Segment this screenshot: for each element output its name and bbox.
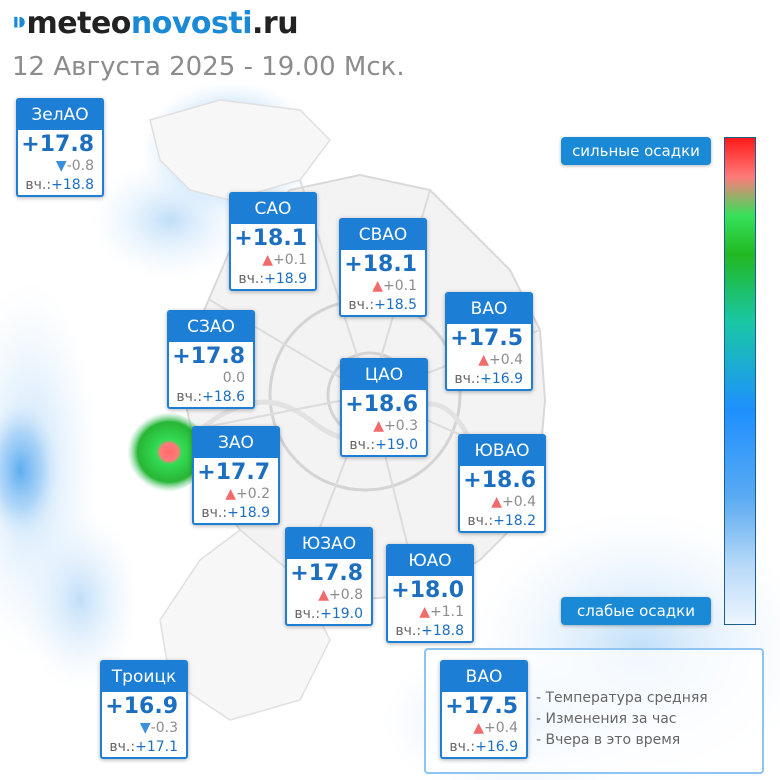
site-logo[interactable]: ⁍meteonovosti.ru bbox=[12, 6, 299, 41]
legend-line-change: - Изменения за час bbox=[536, 711, 677, 727]
arrow-up-icon: ▲ bbox=[491, 494, 502, 510]
district-name: ЮВАО bbox=[460, 436, 544, 466]
hourly-change: ▲+0.3 bbox=[373, 418, 418, 434]
temperature: +18.1 bbox=[344, 252, 417, 277]
legend-line-temperature: - Температура средняя bbox=[536, 690, 708, 706]
temperature: +16.9 bbox=[105, 694, 178, 719]
district-name: ЦАО bbox=[342, 360, 426, 390]
arrow-down-icon: ▼ bbox=[139, 720, 151, 736]
scale-label-light: слабые осадки bbox=[561, 597, 711, 625]
map-timestamp: 12 Августа 2025 - 19.00 Мск. bbox=[12, 52, 405, 82]
temperature: +18.6 bbox=[463, 468, 536, 493]
yesterday-temperature: вч.:+17.1 bbox=[109, 739, 178, 755]
arrow-up-icon: ▲ bbox=[318, 587, 329, 603]
hourly-change: 0.0 bbox=[222, 370, 245, 386]
hourly-change: ▼-0.3 bbox=[139, 720, 178, 736]
temperature: +17.8 bbox=[172, 344, 245, 369]
district-card-troitsk: Троицк +16.9 ▼-0.3 вч.:+17.1 bbox=[100, 660, 188, 759]
temperature: +18.6 bbox=[345, 392, 418, 417]
hourly-change: ▲+0.4 bbox=[491, 494, 536, 510]
scale-label-heavy: сильные осадки bbox=[561, 137, 711, 165]
precipitation-scale-bar bbox=[724, 137, 756, 625]
hourly-change: ▲+1.1 bbox=[419, 604, 464, 620]
yesterday-temperature: вч.:+18.6 bbox=[176, 389, 245, 405]
district-card-sao: САО +18.1 ▲+0.1 вч.:+18.9 bbox=[229, 192, 317, 291]
arrow-down-icon: ▼ bbox=[55, 158, 67, 174]
hourly-change: ▲+0.4 bbox=[473, 720, 518, 736]
yesterday-temperature: вч.:+18.9 bbox=[201, 505, 270, 521]
temperature: +17.8 bbox=[21, 132, 94, 157]
yesterday-temperature: вч.:+18.5 bbox=[348, 297, 417, 313]
district-card-yuzao: ЮЗАО +17.8 ▲+0.8 вч.:+19.0 bbox=[285, 527, 373, 626]
district-name: САО bbox=[231, 194, 315, 224]
temperature: +17.8 bbox=[290, 561, 363, 586]
yesterday-temperature: вч.:+18.9 bbox=[238, 271, 307, 287]
yesterday-temperature: вч.:+18.8 bbox=[395, 623, 464, 639]
legend-descriptions: - Температура средняя - Изменения за час… bbox=[536, 688, 708, 751]
legend-sample-card: ВАО +17.5 ▲+0.4 вч.:+16.9 bbox=[440, 660, 528, 759]
rain-cell-heavy bbox=[123, 412, 207, 492]
legend-panel: ВАО +17.5 ▲+0.4 вч.:+16.9 - Температура … bbox=[424, 648, 764, 774]
hourly-change: ▲+0.4 bbox=[478, 352, 523, 368]
arrow-up-icon: ▲ bbox=[478, 352, 489, 368]
yesterday-temperature: вч.:+19.0 bbox=[349, 437, 418, 453]
temperature: +17.5 bbox=[445, 694, 518, 719]
arrow-up-icon: ▲ bbox=[419, 604, 430, 620]
arrow-up-icon: ▲ bbox=[373, 418, 384, 434]
yesterday-temperature: вч.:+18.2 bbox=[467, 513, 536, 529]
hourly-change: ▼-0.8 bbox=[55, 158, 94, 174]
hourly-change: ▲+0.1 bbox=[262, 252, 307, 268]
arrow-up-icon: ▲ bbox=[372, 278, 383, 294]
district-name: ЗелАО bbox=[18, 100, 102, 130]
yesterday-temperature: вч.:+16.9 bbox=[449, 739, 518, 755]
temperature: +17.5 bbox=[450, 326, 523, 351]
district-card-yuvao: ЮВАО +18.6 ▲+0.4 вч.:+18.2 bbox=[458, 434, 546, 533]
district-name: ЗАО bbox=[194, 428, 278, 458]
yesterday-temperature: вч.:+19.0 bbox=[294, 606, 363, 622]
hourly-change: ▲+0.2 bbox=[225, 486, 270, 502]
yesterday-temperature: вч.:+18.8 bbox=[25, 177, 94, 193]
district-card-cao: ЦАО +18.6 ▲+0.3 вч.:+19.0 bbox=[340, 358, 428, 457]
district-name: Троицк bbox=[102, 662, 186, 692]
legend-line-yesterday: - Вчера в это время bbox=[536, 732, 681, 748]
district-card-yuao: ЮАО +18.0 ▲+1.1 вч.:+18.8 bbox=[386, 544, 474, 643]
district-name: СВАО bbox=[341, 220, 425, 250]
logo-part-domain: .ru bbox=[252, 6, 299, 41]
logo-mark-icon: ⁍ bbox=[12, 6, 27, 41]
hourly-change: ▲+0.1 bbox=[372, 278, 417, 294]
arrow-up-icon: ▲ bbox=[225, 486, 236, 502]
district-name: ВАО bbox=[442, 662, 526, 692]
district-name: ВАО bbox=[447, 294, 531, 324]
district-name: СЗАО bbox=[169, 312, 253, 342]
temperature: +17.7 bbox=[197, 460, 270, 485]
district-card-szao: СЗАО +17.8 0.0 вч.:+18.6 bbox=[167, 310, 255, 409]
arrow-up-icon: ▲ bbox=[473, 720, 484, 736]
district-card-zelao: ЗелАО +17.8 ▼-0.8 вч.:+18.8 bbox=[16, 98, 104, 197]
district-name: ЮЗАО bbox=[287, 529, 371, 559]
rain-area-southwest bbox=[20, 510, 140, 690]
logo-part-meteo: meteo bbox=[26, 6, 132, 41]
temperature: +18.0 bbox=[391, 578, 464, 603]
rain-area-west-core bbox=[0, 400, 60, 540]
logo-part-novosti: novosti bbox=[130, 6, 253, 41]
district-card-vao: ВАО +17.5 ▲+0.4 вч.:+16.9 bbox=[445, 292, 533, 391]
yesterday-temperature: вч.:+16.9 bbox=[454, 371, 523, 387]
district-card-zao: ЗАО +17.7 ▲+0.2 вч.:+18.9 bbox=[192, 426, 280, 525]
district-name: ЮАО bbox=[388, 546, 472, 576]
temperature: +18.1 bbox=[234, 226, 307, 251]
hourly-change: ▲+0.8 bbox=[318, 587, 363, 603]
arrow-up-icon: ▲ bbox=[262, 252, 273, 268]
district-card-svao: СВАО +18.1 ▲+0.1 вч.:+18.5 bbox=[339, 218, 427, 317]
